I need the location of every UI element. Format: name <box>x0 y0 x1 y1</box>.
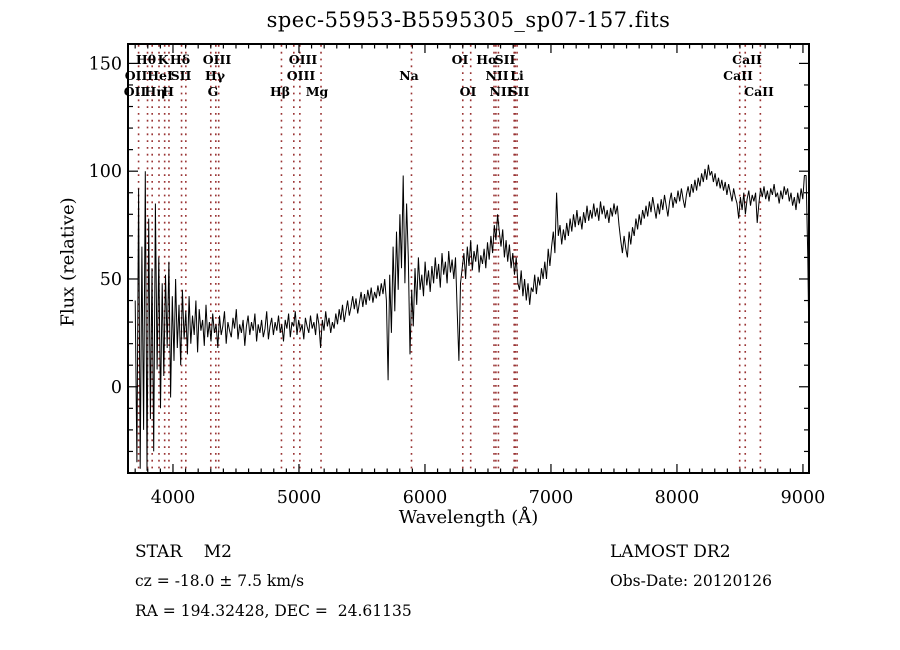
svg-text:50: 50 <box>100 270 122 290</box>
svg-text:G: G <box>208 84 219 99</box>
svg-text:Na: Na <box>399 68 419 83</box>
tick-labels: 4000 5000 6000 7000 8000 9000 0 50 100 150 <box>89 54 826 508</box>
svg-text:H: H <box>162 84 174 99</box>
svg-text:150: 150 <box>89 54 122 74</box>
redshift-velocity-label: cz = -18.0 ± 7.5 km/s <box>135 572 305 590</box>
svg-text:4000: 4000 <box>151 488 196 508</box>
svg-text:OIII: OIII <box>203 52 232 67</box>
spectrum-trace <box>134 164 810 471</box>
svg-text:0: 0 <box>111 378 122 398</box>
svg-text:OI: OI <box>460 84 477 99</box>
svg-text:OII: OII <box>124 84 147 99</box>
svg-text:SII: SII <box>509 84 530 99</box>
svg-text:Hβ: Hβ <box>270 84 290 99</box>
svg-text:OI: OI <box>452 52 469 67</box>
svg-text:CaII: CaII <box>744 84 774 99</box>
svg-text:SII: SII <box>495 52 516 67</box>
svg-text:8000: 8000 <box>655 488 700 508</box>
object-class-label: STAR M2 <box>135 542 232 562</box>
svg-text:OIII: OIII <box>287 68 316 83</box>
svg-text:Hα: Hα <box>476 52 498 67</box>
svg-text:9000: 9000 <box>781 488 826 508</box>
svg-text:CaII: CaII <box>723 68 753 83</box>
svg-text:SII: SII <box>171 68 192 83</box>
svg-text:Mg: Mg <box>306 84 329 99</box>
svg-text:NII: NII <box>489 84 512 99</box>
survey-release-label: LAMOST DR2 <box>610 542 731 562</box>
svg-text:K: K <box>158 52 170 67</box>
x-axis-label: Wavelength (Å) <box>398 507 539 528</box>
svg-text:6000: 6000 <box>403 488 448 508</box>
ra-dec-label: RA = 194.32428, DEC = 24.61135 <box>135 602 412 620</box>
svg-text:NII: NII <box>485 68 508 83</box>
svg-text:HeI: HeI <box>147 68 173 83</box>
svg-text:Hη: Hη <box>145 84 166 99</box>
svg-text:7000: 7000 <box>529 488 574 508</box>
svg-text:100: 100 <box>89 162 122 182</box>
obs-date-label: Obs-Date: 20120126 <box>610 572 772 590</box>
page-title: spec-55953-B5595305_sp07-157.fits <box>266 8 671 32</box>
svg-text:OIII: OIII <box>289 52 318 67</box>
svg-text:Hδ: Hδ <box>170 52 190 67</box>
axis-ticks <box>128 44 809 474</box>
svg-text:Hγ: Hγ <box>205 68 226 83</box>
svg-text:Hθ: Hθ <box>136 52 156 67</box>
svg-text:CaII: CaII <box>732 52 762 67</box>
plot-frame <box>127 43 810 474</box>
svg-text:OII: OII <box>125 68 148 83</box>
svg-text:Li: Li <box>510 68 524 83</box>
svg-text:5000: 5000 <box>277 488 322 508</box>
